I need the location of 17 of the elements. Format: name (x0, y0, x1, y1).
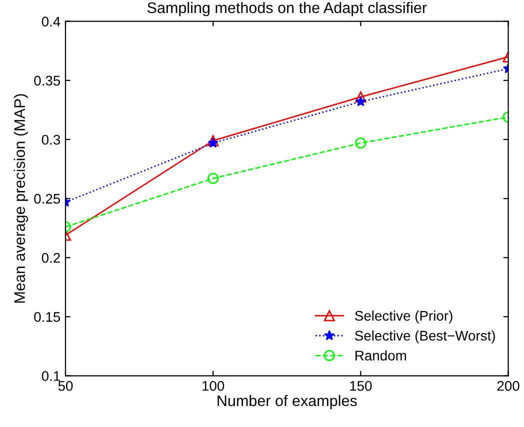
chart-title: Sampling methods on the Adapt classifier (147, 2, 427, 16)
x-tick-label: 150 (350, 380, 372, 391)
y-tick-label: 0.2 (42, 252, 60, 263)
y-tick-label: 0.1 (42, 371, 60, 381)
y-tick-label: 0.25 (34, 194, 60, 204)
x-axis-title: Number of examples (218, 394, 357, 410)
legend-label: Selective (Prior) (355, 310, 452, 324)
legend-label: Selective (Best−Worst) (355, 330, 495, 344)
y-tick-label: 0.35 (34, 76, 60, 86)
legend-label: Random (356, 350, 406, 361)
x-tick-label: 100 (202, 380, 224, 391)
y-tick-label: 0.4 (42, 16, 60, 27)
x-tick-label: 200 (497, 380, 520, 391)
y-axis-title: Mean average precision (MAP) (14, 94, 28, 303)
x-tick-label: 50 (58, 380, 73, 391)
y-tick-label: 0.15 (34, 312, 60, 322)
y-tick-label: 0.3 (42, 134, 60, 145)
